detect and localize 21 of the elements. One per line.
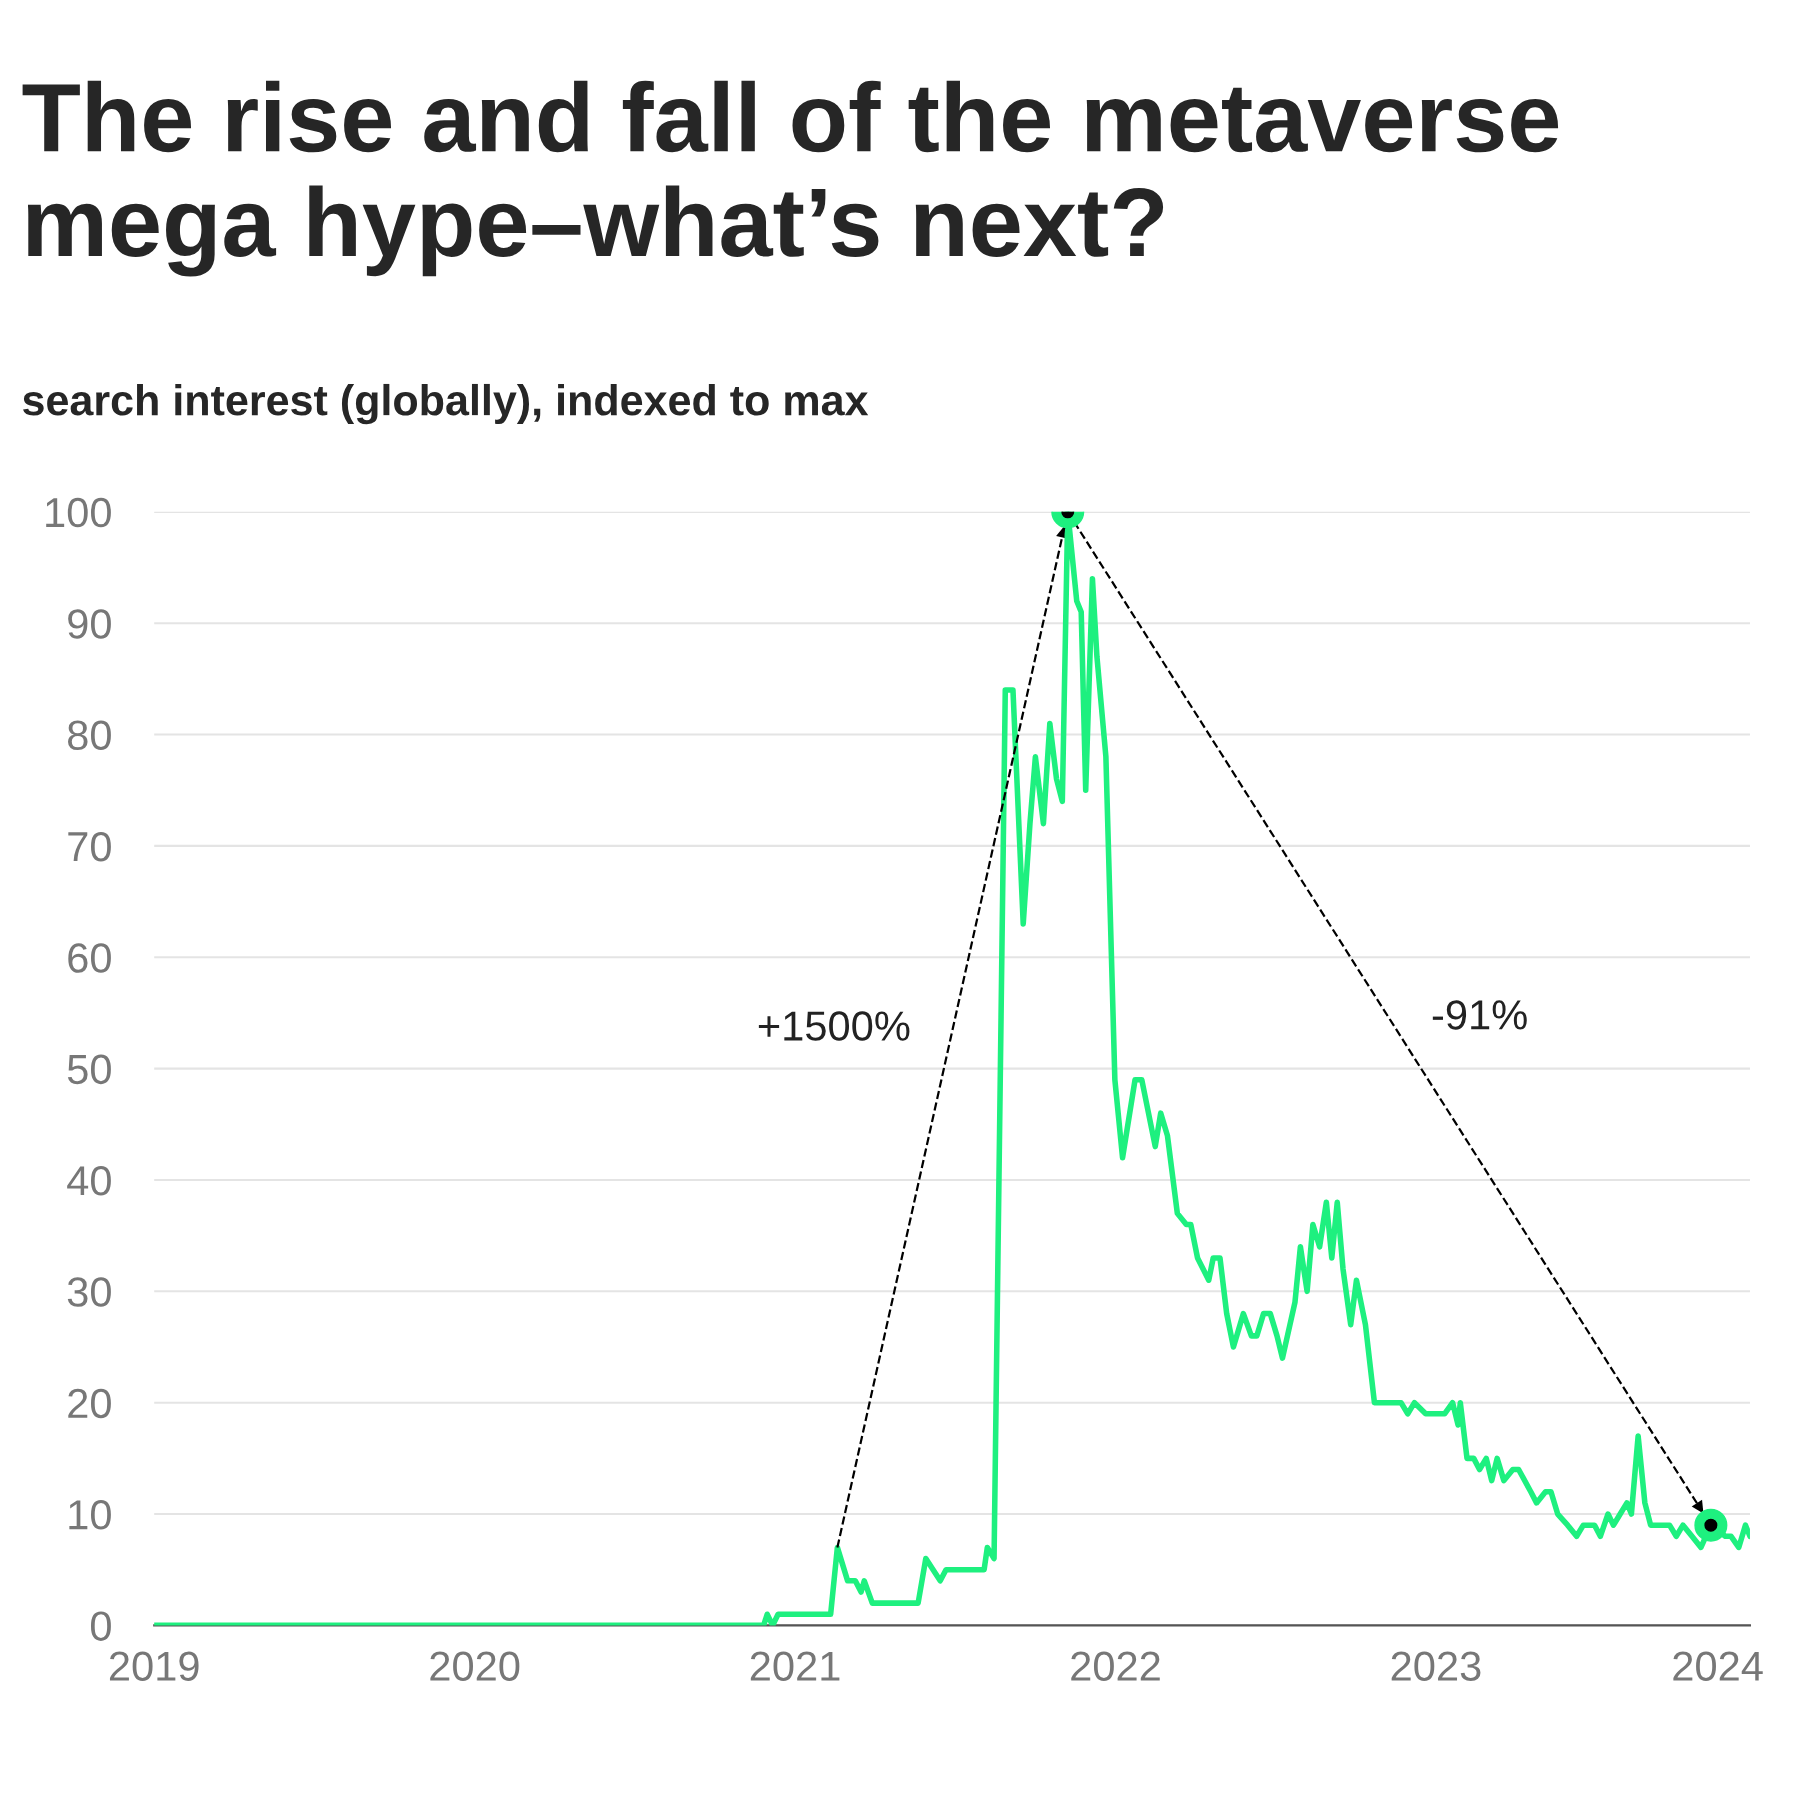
- y-tick-label: 30: [67, 1277, 111, 1307]
- y-tick-label: 90: [68, 609, 111, 639]
- y-tick-label: 80: [68, 720, 111, 751]
- y-tick-label: 50: [67, 1054, 111, 1085]
- y-tick-label: 20: [68, 1388, 111, 1419]
- x-tick-label: 2022: [1071, 1651, 1160, 1681]
- y-tick-label: 100: [46, 497, 111, 528]
- y-tick-label: 40: [67, 1165, 111, 1196]
- x-tick-label: 2020: [430, 1651, 520, 1681]
- y-tick-label: 70: [68, 831, 111, 862]
- annotation: -91%: [1432, 1000, 1527, 1030]
- chart-subtitle: search interest (globally), indexed to max: [23, 383, 869, 425]
- y-tick-label: 60: [68, 943, 111, 973]
- annotation: +1500%: [758, 1011, 910, 1041]
- chart-title: The rise and fall of the metaverse mega hype–what’s next?: [22, 80, 1559, 277]
- x-tick-label: 2021: [750, 1651, 840, 1681]
- x-tick-label: 2024: [1673, 1651, 1763, 1681]
- y-tick-label: 10: [69, 1500, 111, 1530]
- x-tick-label: 2019: [109, 1651, 199, 1681]
- y-tick-label: 0: [90, 1611, 111, 1641]
- x-tick-label: 2023: [1391, 1651, 1481, 1681]
